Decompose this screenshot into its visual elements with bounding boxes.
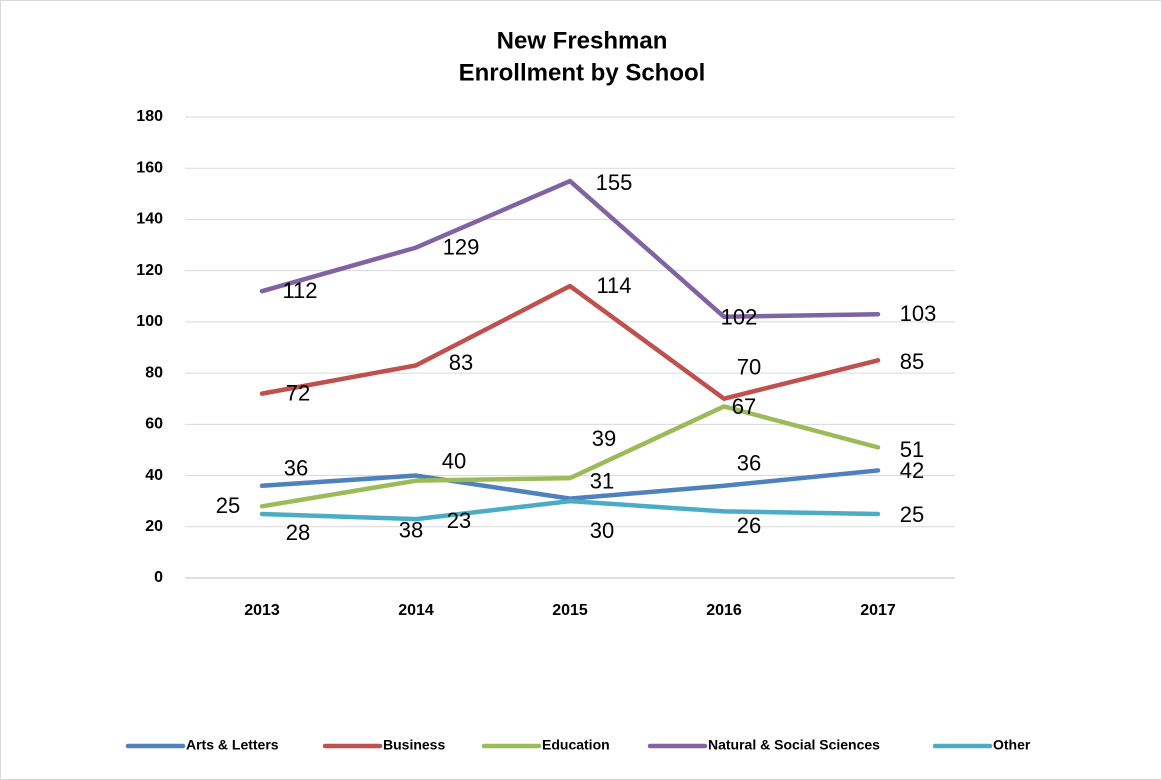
data-label: 40 xyxy=(442,448,466,473)
y-tick-label: 60 xyxy=(145,416,163,433)
data-label: 25 xyxy=(216,493,240,518)
data-label: 102 xyxy=(721,305,758,330)
data-label: 155 xyxy=(596,170,633,195)
data-label: 42 xyxy=(900,458,924,483)
y-tick-label: 0 xyxy=(154,569,163,586)
legend-label: Natural & Social Sciences xyxy=(708,737,880,753)
series-line xyxy=(259,498,881,522)
y-tick-label: 180 xyxy=(136,108,163,125)
y-tick-label: 40 xyxy=(145,467,163,484)
data-label: 36 xyxy=(284,456,308,481)
data-label: 30 xyxy=(590,518,614,543)
data-label: 39 xyxy=(592,426,616,451)
y-tick-label: 140 xyxy=(136,211,163,228)
x-tick-label: 2013 xyxy=(244,602,280,619)
series-line xyxy=(259,178,881,320)
data-label: 83 xyxy=(449,350,473,375)
chart-title: New Freshman xyxy=(497,27,668,54)
data-label: 114 xyxy=(596,273,631,298)
chart-title: Enrollment by School xyxy=(459,59,706,86)
data-label: 25 xyxy=(900,502,924,527)
y-tick-label: 20 xyxy=(145,518,163,535)
data-label: 112 xyxy=(282,278,317,303)
data-label: 103 xyxy=(900,301,937,326)
x-tick-label: 2014 xyxy=(398,602,434,619)
series-line xyxy=(259,283,881,401)
y-tick-label: 160 xyxy=(136,159,163,176)
x-tick-label: 2016 xyxy=(706,602,742,619)
y-tick-label: 100 xyxy=(136,313,163,330)
x-tick-label: 2015 xyxy=(552,602,588,619)
data-label: 38 xyxy=(399,517,423,542)
data-label: 51 xyxy=(900,437,924,462)
data-label: 67 xyxy=(732,394,756,419)
data-label: 28 xyxy=(286,520,310,545)
data-label: 36 xyxy=(737,451,761,476)
data-label: 70 xyxy=(737,355,761,380)
data-label: 31 xyxy=(590,468,614,493)
legend-label: Education xyxy=(542,737,610,753)
data-label: 72 xyxy=(286,380,310,405)
x-tick-label: 2017 xyxy=(860,602,896,619)
legend-label: Business xyxy=(383,737,445,753)
series-line xyxy=(259,468,881,501)
data-label: 26 xyxy=(737,513,761,538)
data-label: 23 xyxy=(447,508,471,533)
legend-label: Other xyxy=(993,737,1031,753)
series-line xyxy=(259,404,881,509)
y-tick-label: 120 xyxy=(136,262,163,279)
data-label: 129 xyxy=(443,234,480,259)
y-tick-label: 80 xyxy=(145,364,163,381)
data-label: 85 xyxy=(900,349,924,374)
legend-label: Arts & Letters xyxy=(186,737,279,753)
